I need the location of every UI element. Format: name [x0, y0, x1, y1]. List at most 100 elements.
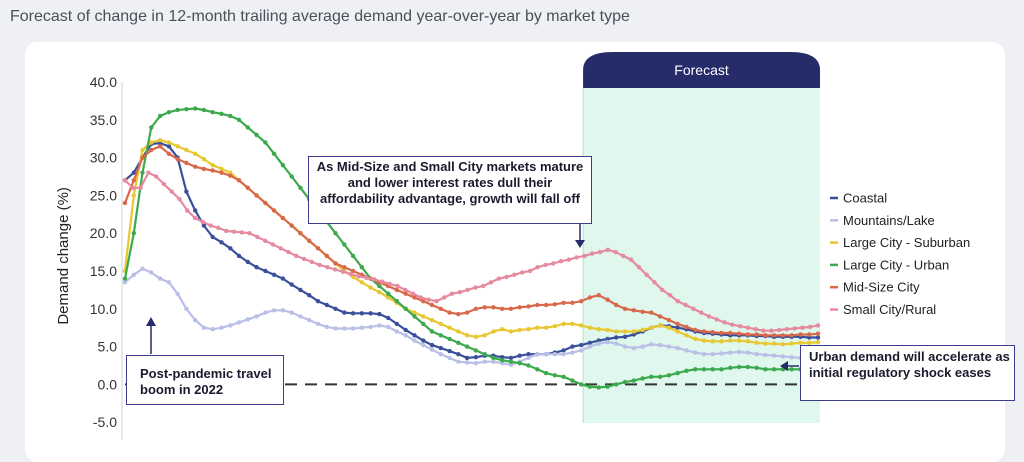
- data-point: [307, 238, 312, 243]
- data-point: [394, 299, 400, 304]
- data-point: [800, 325, 805, 330]
- data-point: [289, 223, 294, 228]
- forecast-header: [583, 52, 820, 88]
- data-point: [403, 287, 408, 293]
- data-point: [263, 238, 268, 243]
- data-point: [140, 266, 145, 271]
- data-point: [464, 333, 470, 338]
- data-point: [754, 332, 759, 337]
- data-point: [517, 305, 522, 310]
- data-point: [464, 344, 470, 349]
- data-point: [763, 333, 768, 338]
- data-point: [508, 359, 514, 364]
- data-point: [684, 368, 689, 373]
- data-point: [631, 308, 636, 313]
- data-point: [621, 253, 626, 259]
- callout-line: Post-pandemic travel: [140, 366, 272, 381]
- data-point: [649, 310, 654, 315]
- data-point: [517, 361, 522, 366]
- data-point: [719, 351, 724, 356]
- data-point: [691, 306, 696, 311]
- data-point: [386, 291, 391, 296]
- data-point: [149, 270, 154, 275]
- data-point: [228, 113, 233, 119]
- data-point: [500, 306, 505, 311]
- data-point: [412, 338, 417, 343]
- data-point: [504, 274, 509, 280]
- data-point: [710, 330, 715, 335]
- data-point: [245, 185, 250, 190]
- data-point: [517, 353, 522, 358]
- data-point: [728, 338, 733, 343]
- data-point: [193, 208, 198, 213]
- data-point: [780, 333, 786, 338]
- data-point: [807, 332, 812, 337]
- data-point: [146, 170, 151, 175]
- data-point: [808, 324, 813, 330]
- data-point: [254, 132, 259, 138]
- data-point: [675, 299, 680, 304]
- data-point: [792, 326, 797, 331]
- data-point: [473, 361, 479, 366]
- data-point: [254, 314, 259, 319]
- data-point: [551, 261, 556, 266]
- data-point: [561, 321, 566, 327]
- data-point: [558, 259, 564, 264]
- data-point: [333, 231, 338, 236]
- data-point: [403, 333, 408, 338]
- data-point: [122, 178, 128, 183]
- data-point: [535, 325, 540, 330]
- data-point: [667, 293, 673, 298]
- data-point: [640, 344, 645, 349]
- data-point: [377, 323, 382, 328]
- data-point: [456, 352, 461, 357]
- data-point: [359, 325, 364, 330]
- data-point: [652, 280, 657, 285]
- data-point: [263, 140, 268, 145]
- data-point: [289, 282, 294, 287]
- legend-label: Large City - Urban: [843, 257, 949, 272]
- data-point: [473, 348, 479, 353]
- data-point: [333, 267, 338, 272]
- data-point: [166, 144, 172, 149]
- data-point: [193, 151, 198, 156]
- data-point: [710, 352, 715, 357]
- data-point: [649, 325, 654, 330]
- data-point: [596, 385, 601, 390]
- data-point: [456, 359, 461, 364]
- y-tick-label: -5.0: [93, 414, 117, 430]
- data-point: [780, 354, 786, 359]
- data-point: [157, 113, 163, 119]
- data-point: [561, 300, 566, 305]
- data-point: [210, 168, 215, 173]
- data-point: [496, 276, 501, 281]
- data-point: [508, 306, 514, 311]
- data-point: [333, 306, 338, 311]
- data-point: [736, 338, 742, 343]
- data-point: [582, 253, 587, 259]
- data-point: [201, 156, 207, 162]
- data-point: [324, 324, 329, 330]
- data-point: [649, 342, 654, 347]
- data-point: [245, 125, 250, 130]
- data-point: [701, 367, 707, 372]
- data-point: [614, 302, 619, 308]
- callout-line: Urban demand will accelerate as: [809, 349, 1010, 364]
- data-point: [239, 230, 244, 235]
- data-point: [153, 174, 159, 179]
- data-point: [263, 268, 268, 274]
- data-point: [429, 342, 435, 348]
- data-point: [438, 352, 443, 357]
- data-point: [438, 321, 443, 327]
- data-point: [307, 317, 312, 323]
- data-point: [771, 333, 777, 338]
- data-point: [605, 339, 610, 345]
- data-point: [309, 259, 315, 265]
- data-point: [192, 215, 198, 221]
- data-point: [301, 256, 307, 262]
- data-point: [131, 231, 136, 236]
- data-point: [605, 384, 610, 389]
- data-point: [219, 170, 224, 175]
- data-point: [622, 334, 628, 339]
- y-tick-label: 20.0: [90, 225, 117, 241]
